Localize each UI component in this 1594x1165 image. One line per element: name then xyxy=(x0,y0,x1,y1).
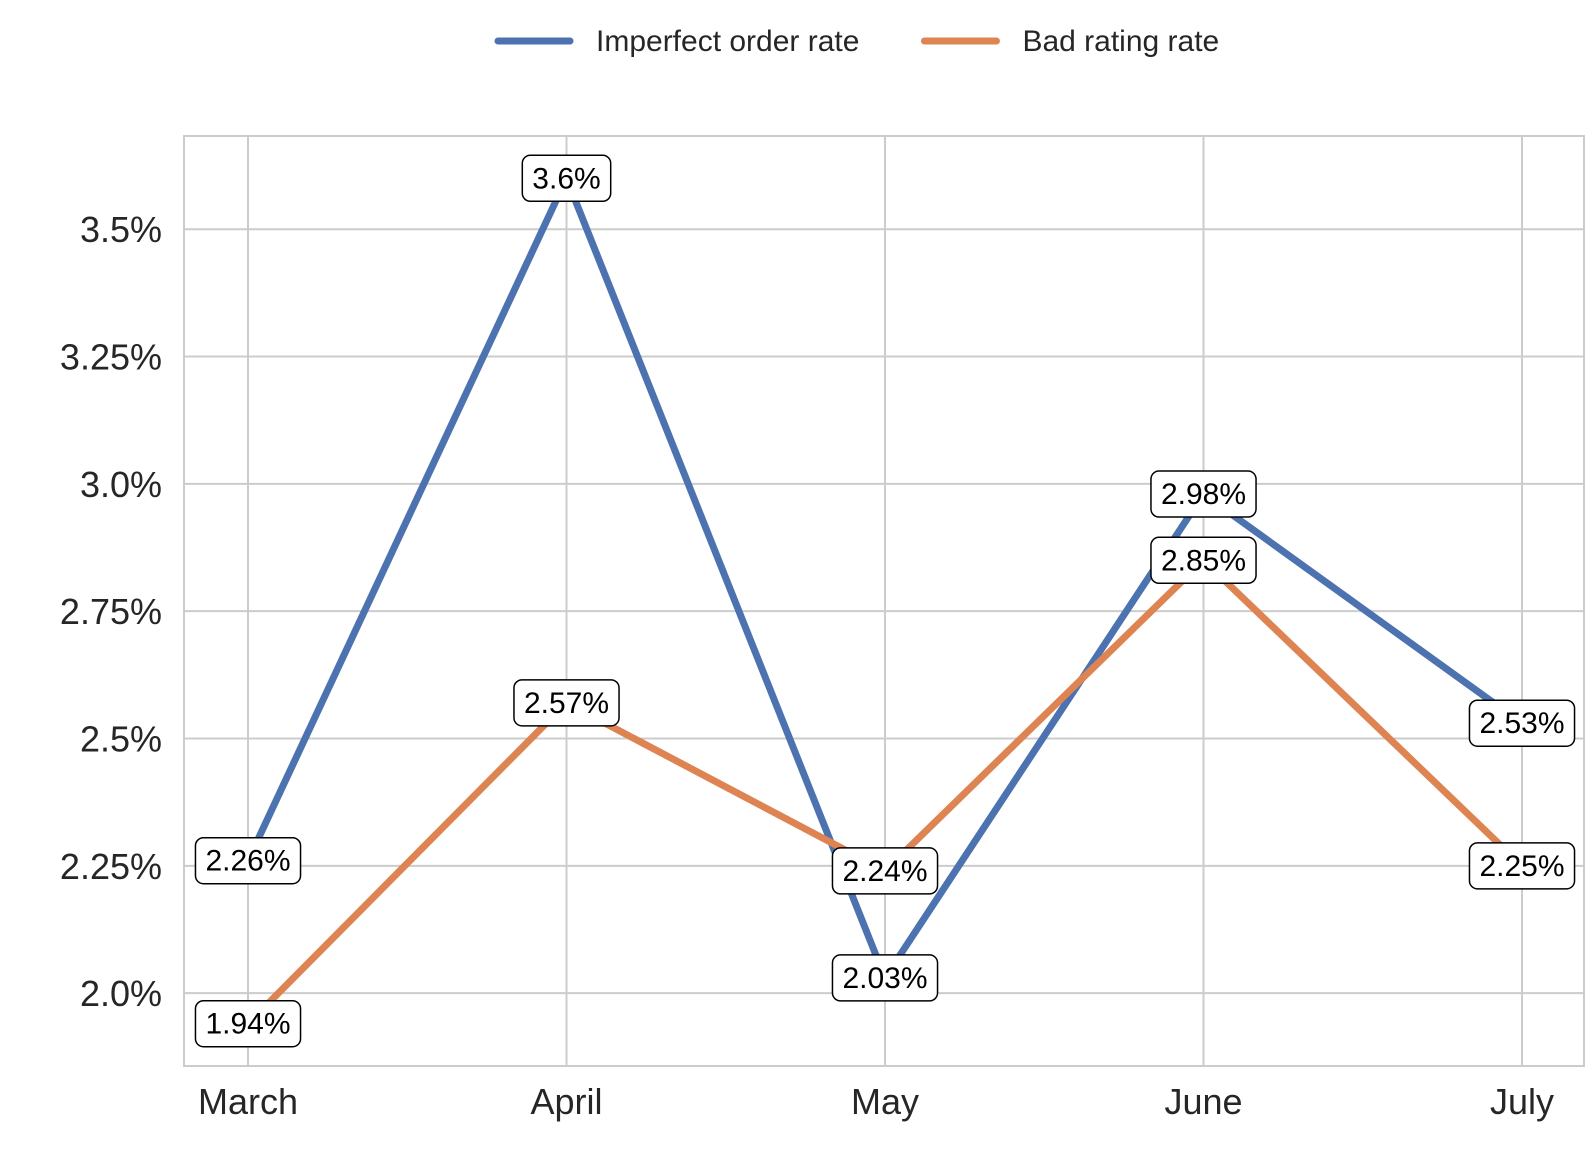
data-label-s2-3: 2.85% xyxy=(1150,536,1257,585)
data-label-s2-0: 1.94% xyxy=(194,999,302,1048)
y-tick-label: 2.25% xyxy=(60,846,162,887)
legend-item-1: Imperfect order rate xyxy=(494,25,859,58)
svg-text:2.26%: 2.26% xyxy=(205,845,290,878)
data-label-s1-4: 2.53% xyxy=(1468,699,1576,747)
svg-text:2.53%: 2.53% xyxy=(1479,707,1564,740)
svg-text:1.94%: 1.94% xyxy=(205,1008,290,1041)
y-tick-label: 2.0% xyxy=(80,973,162,1014)
data-label-s1-2: 2.03% xyxy=(831,954,939,1002)
x-tick-label: April xyxy=(530,1081,602,1122)
grid-lines xyxy=(184,136,1584,1066)
x-axis-tick-labels: March April May June July xyxy=(198,1081,1554,1122)
y-tick-label: 2.5% xyxy=(80,719,162,760)
data-labels: 2.26% 3.6% 2.03% 2.98% 2.53% 1.94% 2.57% 2.24% 2… xyxy=(194,154,1576,1048)
data-label-s1-0: 2.26% xyxy=(194,836,302,885)
data-label-s1-1: 3.6% xyxy=(521,154,612,203)
data-label-s2-2: 2.24% xyxy=(831,847,939,895)
legend-label: Bad rating rate xyxy=(1022,25,1219,58)
legend: Imperfect order rate Bad rating rate xyxy=(494,25,1219,58)
plot-frame xyxy=(183,135,1585,1067)
x-tick-label: June xyxy=(1164,1081,1242,1122)
svg-text:2.25%: 2.25% xyxy=(1479,850,1564,883)
data-label-s1-3: 2.98% xyxy=(1150,470,1257,518)
y-tick-label: 3.0% xyxy=(80,464,162,505)
svg-text:2.57%: 2.57% xyxy=(524,687,609,720)
svg-text:2.03%: 2.03% xyxy=(842,962,927,995)
legend-label: Imperfect order rate xyxy=(596,25,859,58)
y-tick-label: 2.75% xyxy=(60,591,162,632)
svg-text:2.85%: 2.85% xyxy=(1161,544,1246,577)
legend-item-2: Bad rating rate xyxy=(920,25,1219,58)
y-axis-tick-labels: 2.0% 2.25% 2.5% 2.75% 3.0% 3.25% 3.5% xyxy=(60,209,162,1014)
svg-text:3.6%: 3.6% xyxy=(532,162,600,195)
x-tick-label: March xyxy=(198,1081,298,1122)
svg-text:2.98%: 2.98% xyxy=(1161,478,1246,511)
data-label-s2-4: 2.25% xyxy=(1468,842,1576,890)
x-tick-label: May xyxy=(851,1081,919,1122)
x-tick-label: July xyxy=(1490,1081,1554,1122)
svg-text:2.24%: 2.24% xyxy=(842,855,927,888)
data-label-s2-1: 2.57% xyxy=(513,679,620,727)
y-tick-label: 3.25% xyxy=(60,337,162,378)
y-tick-label: 3.5% xyxy=(80,209,162,250)
